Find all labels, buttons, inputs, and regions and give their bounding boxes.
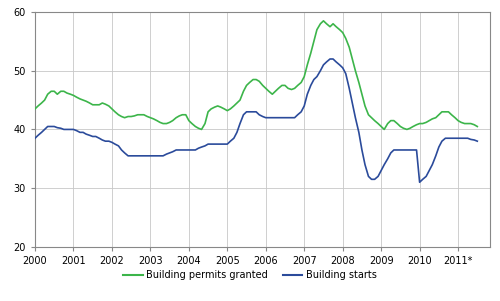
- Legend: Building permits granted, Building starts: Building permits granted, Building start…: [119, 266, 381, 284]
